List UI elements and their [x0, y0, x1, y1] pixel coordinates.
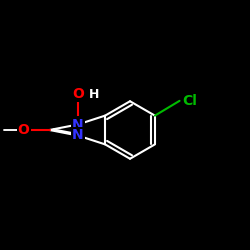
Text: N: N [72, 128, 84, 142]
Text: H: H [89, 88, 100, 101]
Text: N: N [72, 118, 84, 132]
Text: O: O [72, 87, 84, 101]
Text: Cl: Cl [182, 94, 197, 108]
Text: O: O [18, 123, 30, 137]
